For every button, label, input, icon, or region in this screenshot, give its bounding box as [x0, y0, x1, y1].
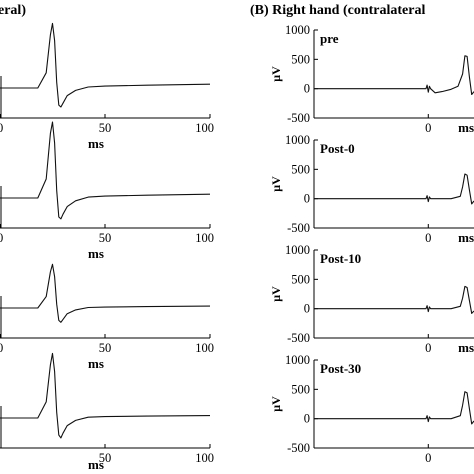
y-tick-label: -500 — [287, 441, 310, 455]
x-axis-label: ms — [88, 246, 104, 261]
y-axis-label: μV — [269, 286, 283, 302]
y-tick-label: -500 — [287, 331, 310, 345]
y-tick-label: -500 — [287, 111, 310, 125]
x-tick-label: 50 — [99, 451, 112, 465]
subplot-A-3: 50 100 — [0, 352, 214, 465]
y-tick-label: 500 — [291, 382, 310, 396]
y-axis-label: μV — [269, 396, 283, 412]
x-tick-label: 0 — [425, 121, 431, 135]
y-axis-label: μV — [269, 66, 283, 82]
x-tick-label: 100 — [195, 231, 214, 245]
trace-label: Post-10 — [320, 251, 361, 266]
y-axis-label: μV — [269, 176, 283, 192]
x-tick-label: 100 — [195, 121, 214, 135]
trace-line — [0, 121, 211, 220]
y-tick-label: -500 — [287, 221, 310, 235]
x-tick-label: 0 — [0, 231, 3, 245]
y-tick-label: 1000 — [285, 23, 310, 37]
x-axis-label: ms — [458, 340, 474, 355]
x-axis-label: ms — [88, 136, 104, 151]
y-tick-label: 500 — [291, 162, 310, 176]
y-tick-label: 500 — [291, 272, 310, 286]
x-axis-label: ms — [88, 356, 104, 371]
subplot-B-0: 1000 500 0 -500 μV pre 0 ms — [269, 23, 474, 135]
subplot-A-2: 0 50 100 ms — [0, 263, 214, 371]
subplot-B-3: 1000 500 0 -500 μV Post-30 0 — [269, 353, 474, 465]
trace-label: Post-0 — [320, 141, 355, 156]
x-axis-label: ms — [458, 230, 474, 245]
trace-line — [314, 285, 474, 314]
trace-line — [314, 173, 474, 205]
x-tick-label: 0 — [425, 451, 431, 465]
trace-line — [0, 263, 211, 323]
trace-label: pre — [320, 31, 339, 46]
x-tick-label: 0 — [0, 121, 3, 135]
subplot-B-1: 1000 500 0 -500 μV Post-0 0 ms — [269, 133, 474, 245]
x-tick-label: 50 — [99, 341, 112, 355]
y-tick-label: 1000 — [285, 353, 310, 367]
bottom-x-axis-label: ms — [88, 457, 104, 472]
y-tick-label: 1000 — [285, 133, 310, 147]
trace-line — [314, 391, 474, 425]
x-tick-label: 50 — [99, 231, 112, 245]
subplot-B-2: 1000 500 0 -500 μV Post-10 0 ms — [269, 243, 474, 355]
subplot-A-1: 0 50 100 ms — [0, 121, 214, 261]
x-axis-label: ms — [458, 120, 474, 135]
y-tick-label: 0 — [304, 412, 310, 426]
right-panel-title: (B) Right hand (contralateral — [250, 3, 425, 18]
y-tick-label: 0 — [304, 302, 310, 316]
trace-line — [0, 352, 211, 439]
trace-line — [314, 55, 474, 96]
y-tick-label: 1000 — [285, 243, 310, 257]
y-tick-label: 0 — [304, 82, 310, 96]
x-tick-label: 0 — [425, 341, 431, 355]
x-tick-label: 100 — [195, 451, 214, 465]
y-tick-label: 500 — [291, 52, 310, 66]
left-panel-title: eral) — [0, 3, 26, 18]
x-tick-label: 50 — [99, 121, 112, 135]
subplot-A-0: 0 50 100 ms — [0, 22, 214, 151]
x-tick-label: 0 — [425, 231, 431, 245]
trace-label: Post-30 — [320, 361, 361, 376]
x-tick-label: 100 — [195, 341, 214, 355]
x-tick-label: 0 — [0, 341, 3, 355]
trace-line — [0, 22, 211, 108]
y-tick-label: 0 — [304, 192, 310, 206]
